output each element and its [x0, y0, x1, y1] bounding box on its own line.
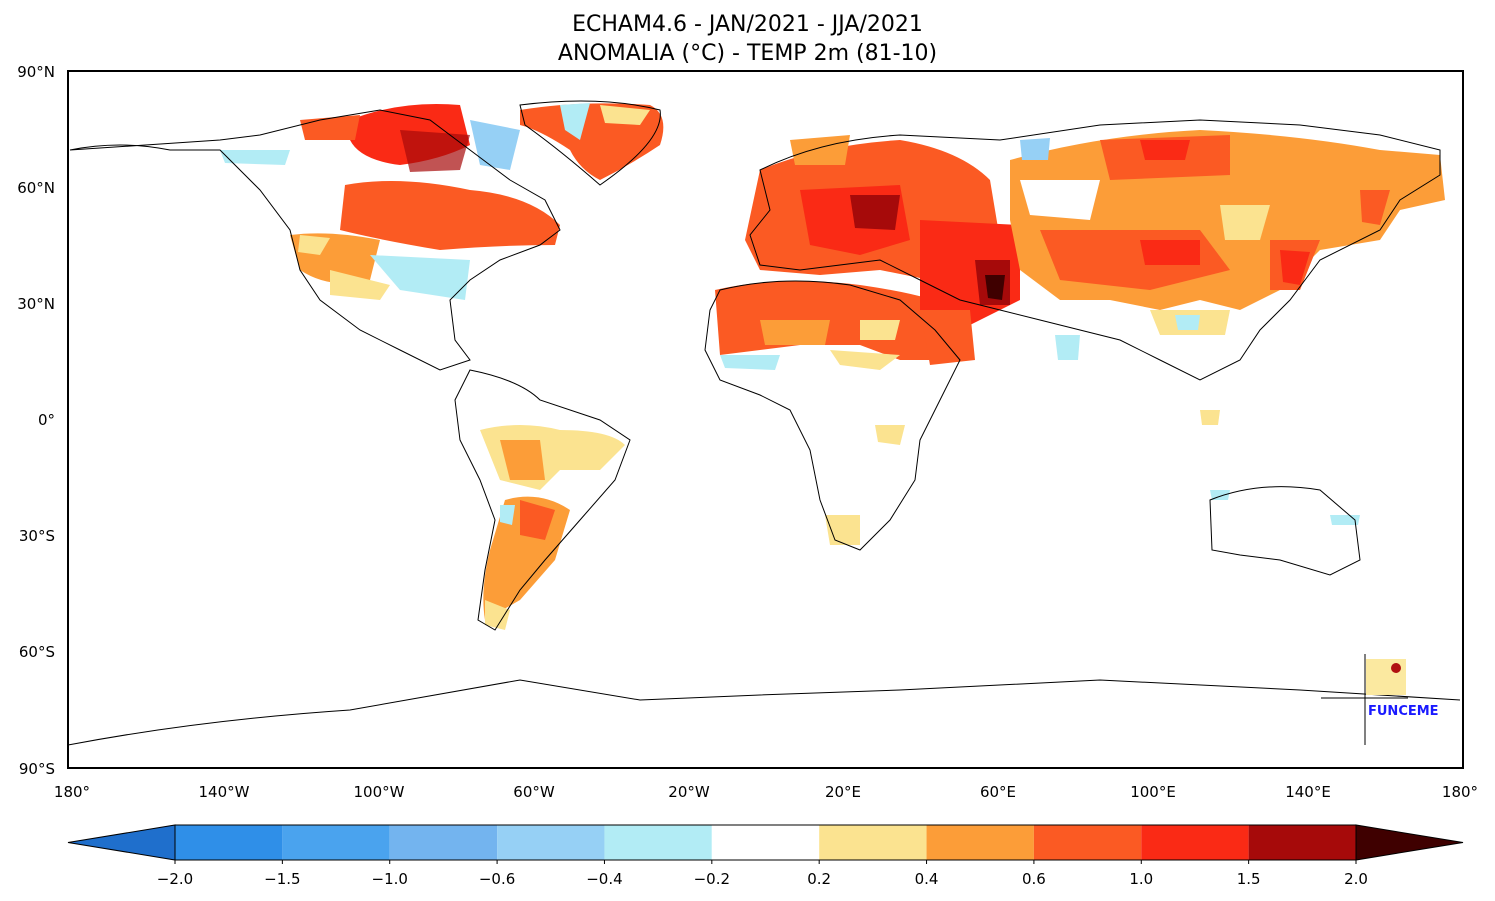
colorbar-swatch — [711, 825, 820, 860]
colorbar: −2.0 −1.5 −1.0 −0.6 −0.4 −0.2 0.2 0.4 0.6 1.0 1.5 2… — [67, 824, 1464, 888]
lon-label-180w: 180° — [54, 783, 90, 801]
lon-label-20e: 20°E — [825, 783, 861, 801]
colorbar-extend-low — [67, 824, 176, 861]
lat-label-30n: 30°N — [17, 295, 55, 313]
colorbar-swatch — [926, 825, 1034, 860]
lon-label-140w: 140°W — [199, 783, 250, 801]
lat-label-90s: 90°S — [19, 760, 55, 778]
lat-label-0: 0° — [38, 411, 55, 429]
colorbar-label: −1.5 — [264, 870, 300, 888]
colorbar-label: −1.0 — [372, 870, 408, 888]
anomaly-shading — [220, 103, 1445, 630]
colorbar-label: 2.0 — [1344, 870, 1368, 888]
lon-label-60w: 60°W — [513, 783, 555, 801]
lon-label-60e: 60°E — [980, 783, 1016, 801]
colorbar-label: −0.2 — [694, 870, 730, 888]
colorbar-label: 0.2 — [807, 870, 831, 888]
map-title-line1: ECHAM4.6 - JAN/2021 - JJA/2021 — [572, 12, 923, 37]
lat-label-30s: 30°S — [19, 527, 55, 545]
colorbar-label: 1.5 — [1237, 870, 1261, 888]
lat-label-90n: 90°N — [17, 63, 55, 81]
lon-label-100w: 100°W — [354, 783, 405, 801]
coastlines — [68, 100, 1461, 746]
colorbar-swatch — [1033, 825, 1142, 860]
funceme-logo: FUNCEME — [1321, 654, 1439, 745]
colorbar-swatch — [1248, 825, 1356, 860]
lon-label-20w: 20°W — [668, 783, 710, 801]
colorbar-label: −0.4 — [586, 870, 622, 888]
lon-label-180e: 180° — [1442, 783, 1478, 801]
lat-label-60n: 60°N — [17, 179, 55, 197]
colorbar-swatch — [282, 825, 390, 860]
colorbar-swatch — [175, 825, 283, 860]
logo-square — [1366, 659, 1406, 695]
colorbar-label: 1.0 — [1129, 870, 1153, 888]
lat-label-60s: 60°S — [19, 643, 55, 661]
colorbar-label: 0.4 — [915, 870, 939, 888]
colorbar-swatch — [497, 825, 605, 860]
lon-label-100e: 100°E — [1130, 783, 1176, 801]
colorbar-label: −0.6 — [479, 870, 515, 888]
map-frame — [67, 70, 1464, 769]
logo-text: FUNCEME — [1368, 704, 1439, 719]
colorbar-frame — [174, 824, 1357, 861]
colorbar-label: −2.0 — [157, 870, 193, 888]
colorbar-extend-high — [1355, 824, 1464, 861]
logo-sun-icon — [1391, 663, 1401, 673]
colorbar-swatch — [604, 825, 712, 860]
lon-label-140e: 140°E — [1285, 783, 1331, 801]
colorbar-swatch — [819, 825, 927, 860]
colorbar-swatch — [1141, 825, 1249, 860]
colorbar-swatch — [389, 825, 498, 860]
map-title-line2: ANOMALIA (°C) - TEMP 2m (81-10) — [557, 41, 938, 66]
colorbar-label: 0.6 — [1022, 870, 1046, 888]
